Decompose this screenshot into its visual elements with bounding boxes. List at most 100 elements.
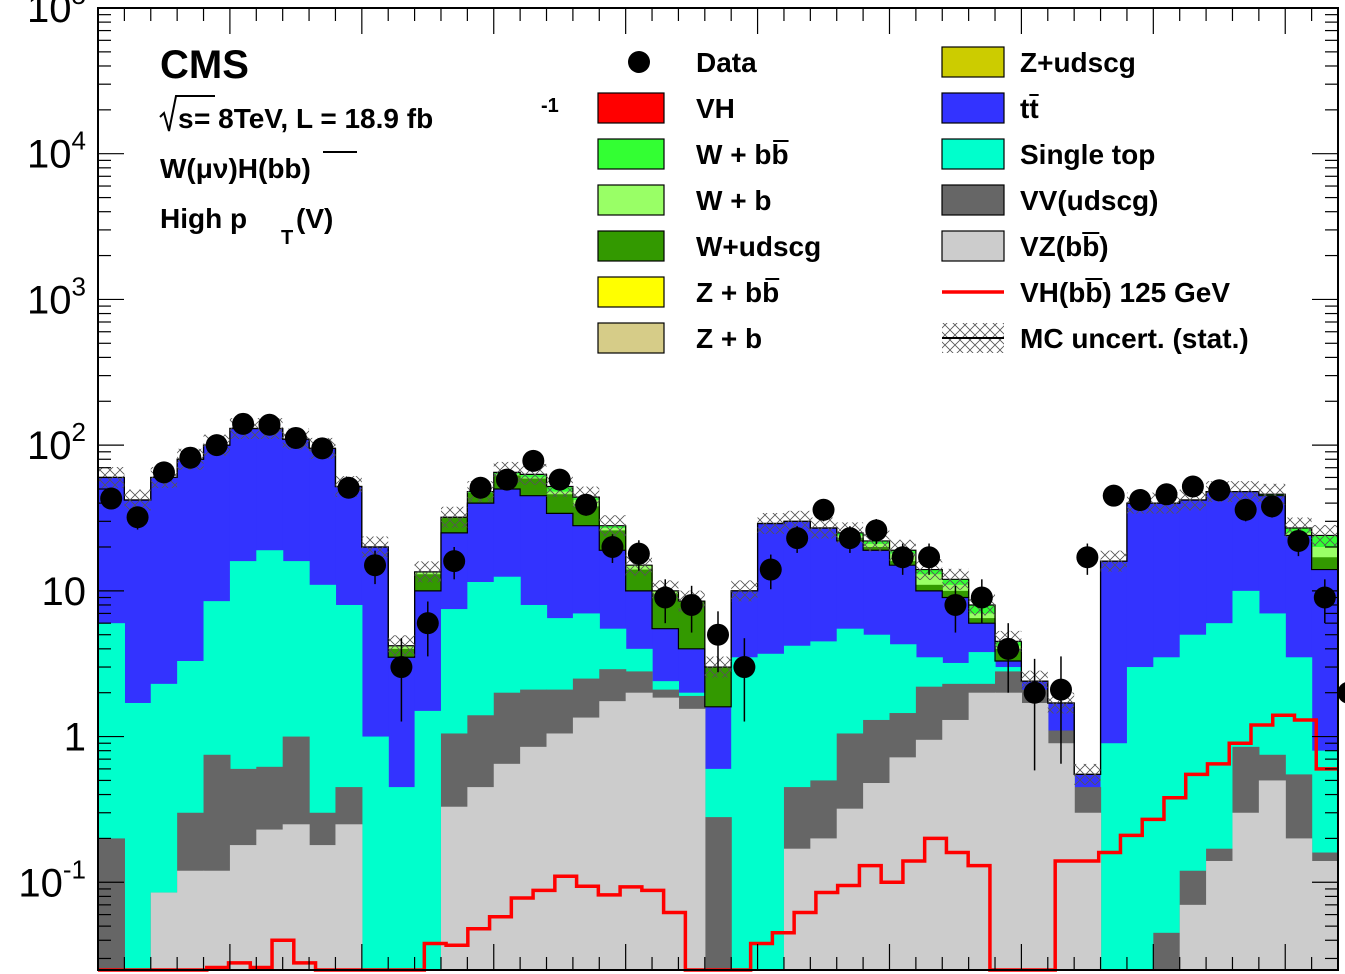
data-point xyxy=(1261,495,1284,518)
data-point xyxy=(390,656,413,679)
data-point xyxy=(838,527,861,550)
y-tick-label: 102 xyxy=(27,417,86,468)
data-point xyxy=(891,546,914,569)
legend-label-w-b: W + b xyxy=(696,185,771,216)
data-point xyxy=(970,586,993,609)
data-point xyxy=(1076,546,1099,569)
y-tick-label: 103 xyxy=(27,271,86,322)
selection-text: High p xyxy=(160,203,247,234)
mc-uncertainty-band xyxy=(599,515,626,537)
y-tick-label: 104 xyxy=(27,126,86,177)
mc-uncertainty-band xyxy=(414,561,441,583)
bar-vz-bb- xyxy=(863,783,891,970)
data-point xyxy=(627,542,650,565)
legend-swatch-vv-udscg- xyxy=(941,184,1005,216)
data-point xyxy=(495,468,518,491)
bar-vz-bb- xyxy=(309,845,337,970)
bar-single-top xyxy=(388,787,416,970)
y-tick-label: 105 xyxy=(27,0,86,31)
mc-uncertainty-band xyxy=(1100,550,1127,572)
data-point xyxy=(1337,682,1345,704)
legend-label-mc-uncert-stat-: MC uncert. (stat.) xyxy=(1020,323,1249,354)
mc-uncertainty-band xyxy=(98,466,125,488)
legend-label-vz-bb-: VZ(bb) xyxy=(1020,231,1109,262)
channel-label: W(μν)H(bb) xyxy=(160,153,311,184)
mc-uncertainty-band xyxy=(757,512,784,534)
energy-text: = 8TeV, L = 18.9 fb xyxy=(194,103,433,134)
selection-subscript: T xyxy=(281,227,293,249)
bar-vv-udscg- xyxy=(98,838,125,970)
bar-vz-bb- xyxy=(546,733,574,970)
bar-single-top xyxy=(414,710,442,970)
bar-vv-udscg- xyxy=(1153,932,1181,970)
y-tick-label: 10 xyxy=(42,570,87,614)
legend-swatch-w-bb xyxy=(597,138,665,170)
legend-swatch-z-b xyxy=(597,322,665,354)
data-point xyxy=(1234,498,1257,521)
legend-label-w-udscg: W+udscg xyxy=(696,231,821,262)
bar-vz-bb- xyxy=(1311,860,1339,970)
legend-swatch-vh xyxy=(597,92,665,124)
bar-single-top xyxy=(1100,743,1128,970)
mc-uncertainty-band xyxy=(810,517,837,539)
data-point xyxy=(284,426,307,449)
bar-vz-bb- xyxy=(599,701,627,970)
legend-label-tt: tt xyxy=(1020,93,1039,124)
legend-label-data: Data xyxy=(696,47,757,78)
data-point xyxy=(1049,678,1072,701)
legend-label-w-bb: W + bb xyxy=(696,139,789,170)
data-point xyxy=(865,519,888,542)
data-point xyxy=(1313,586,1336,609)
experiment-label: CMS xyxy=(160,43,249,87)
data-point xyxy=(680,593,703,616)
data-point xyxy=(1129,489,1152,512)
data-point xyxy=(1023,681,1046,704)
bar-vz-bb- xyxy=(150,892,178,970)
data-points-group xyxy=(100,412,1345,771)
bar-vz-bb- xyxy=(335,824,363,970)
stack-group xyxy=(97,418,1339,971)
bar-single-top xyxy=(361,736,389,970)
legend-marker-data xyxy=(628,51,650,73)
data-point xyxy=(1181,475,1204,498)
bar-vz-bb- xyxy=(995,692,1023,970)
data-point xyxy=(179,446,202,469)
data-point xyxy=(997,637,1020,660)
mc-uncertainty-band xyxy=(942,568,969,590)
data-point xyxy=(522,449,545,472)
energy-label: s = 8TeV, L = 18.9 fb -1 xyxy=(159,95,559,134)
data-point xyxy=(232,412,255,435)
bar-vz-bb- xyxy=(652,697,680,970)
data-point xyxy=(786,527,809,550)
bar-vz-bb- xyxy=(229,845,257,970)
legend: Data VH W + bb W + b W+udscg Z + bb Z + b Z+uds… xyxy=(597,46,1249,354)
bar-vz-bb- xyxy=(520,746,548,970)
data-point xyxy=(918,546,941,569)
bar-vz-bb- xyxy=(282,824,310,970)
legend-swatch-tt xyxy=(941,92,1005,124)
mc-uncertainty-band xyxy=(124,489,151,511)
data-point xyxy=(443,550,466,573)
bar-vz-bb- xyxy=(572,717,600,970)
legend-swatch-single-top xyxy=(941,138,1005,170)
legend-label-vv-udscg-: VV(udscg) xyxy=(1020,185,1158,216)
legend-swatch-z-udscg xyxy=(941,46,1005,78)
bar-single-top xyxy=(124,702,152,970)
bar-vz-bb- xyxy=(493,763,521,970)
data-point xyxy=(100,487,123,510)
mc-uncertainty-band xyxy=(1074,763,1101,785)
bar-vz-bb- xyxy=(915,739,943,970)
data-point xyxy=(258,413,281,436)
data-point xyxy=(601,535,624,558)
bar-single-top xyxy=(1153,657,1181,970)
bar-vz-bb- xyxy=(783,848,811,970)
data-point xyxy=(416,612,439,635)
mc-uncertainty-band xyxy=(1311,524,1338,546)
data-point xyxy=(152,461,175,484)
bar-vz-bb- xyxy=(625,692,653,970)
bar-vz-bb- xyxy=(1047,743,1075,970)
legend-label-single-top: Single top xyxy=(1020,139,1155,170)
bar-vv-udscg- xyxy=(704,817,732,970)
annotation-block: CMS s = 8TeV, L = 18.9 fb -1 W(μν)H(bb) … xyxy=(159,43,559,249)
bar-vz-bb- xyxy=(1258,780,1286,970)
